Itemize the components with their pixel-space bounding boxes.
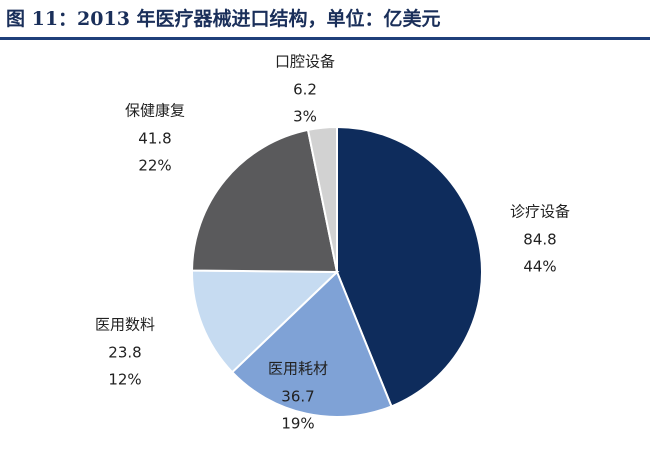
slice-value-label: 84.8 bbox=[523, 231, 556, 249]
pie-slice bbox=[190, 128, 339, 274]
chart-title: 图 11：2013 年医疗器械进口结构，单位：亿美元 bbox=[6, 7, 441, 30]
title-rule bbox=[0, 37, 650, 40]
slice-category-label: 保健康复 bbox=[125, 102, 185, 120]
pie-slice bbox=[306, 125, 338, 273]
slice-value-label: 6.2 bbox=[293, 81, 317, 99]
slice-category-label: 诊疗设备 bbox=[510, 203, 570, 221]
slice-value-label: 23.8 bbox=[108, 344, 141, 362]
slice-value-label: 41.8 bbox=[138, 130, 171, 148]
slice-category-label: 医用数料 bbox=[95, 316, 155, 334]
pie-slice bbox=[230, 270, 393, 418]
slice-share-label: 44% bbox=[523, 258, 556, 276]
slice-category-label: 口腔设备 bbox=[275, 53, 335, 71]
slice-value-label: 36.7 bbox=[281, 388, 314, 406]
slice-share-label: 3% bbox=[293, 108, 317, 126]
slice-share-label: 22% bbox=[138, 157, 171, 175]
slice-share-label: 19% bbox=[281, 415, 314, 433]
pie-slice bbox=[191, 269, 340, 374]
slice-share-label: 12% bbox=[108, 371, 141, 389]
slice-category-label: 医用耗材 bbox=[268, 360, 328, 378]
pie-slice bbox=[336, 125, 483, 408]
